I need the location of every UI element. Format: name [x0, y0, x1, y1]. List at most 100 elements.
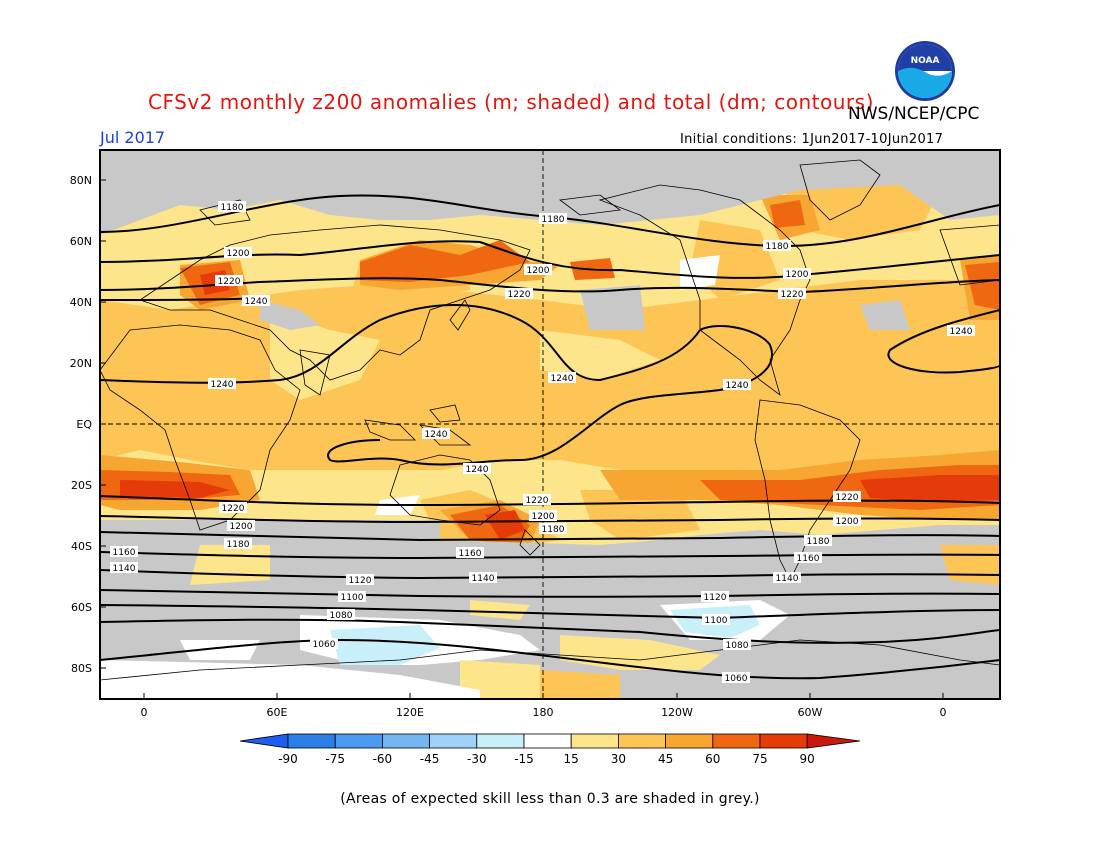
colorbar-tick-label: 60	[705, 752, 720, 766]
contour-label: 1180	[542, 215, 565, 225]
colorbar-tick-label: 45	[658, 752, 673, 766]
contour-label: 1080	[330, 611, 353, 621]
footnote: (Areas of expected skill less than 0.3 a…	[340, 791, 760, 807]
lat-tick-label: EQ	[76, 418, 92, 431]
lon-tick-label: 0	[940, 706, 947, 719]
contour-label: 1220	[222, 504, 245, 514]
lat-tick-label: 40S	[71, 540, 92, 553]
colorbar-tick-label: 30	[611, 752, 626, 766]
contour-label-bg	[110, 562, 138, 573]
contour-label: 1100	[705, 616, 728, 626]
agency-label: NWS/NCEP/CPC	[848, 104, 980, 124]
anomaly-90	[120, 270, 1000, 540]
contour-label: 1240	[245, 297, 268, 307]
contour-label: 1140	[776, 574, 799, 584]
contour-1080	[100, 618, 1000, 644]
colorbar-tick-label: 15	[564, 752, 579, 766]
colorbar-swatch	[523, 733, 572, 749]
colorbar: -90 -75 -60 -45 -30 -15 15 30 45 60 75 90	[239, 733, 861, 766]
contour-1140-south	[100, 569, 1000, 580]
contour-label: 1220	[218, 277, 241, 287]
contour-label-bg	[338, 591, 366, 602]
contour-label-bg	[219, 502, 247, 513]
contour-1200-south	[100, 515, 1000, 524]
contour-1120	[100, 589, 1000, 598]
contour-label: 1200	[227, 249, 250, 259]
colorbar-swatch	[712, 733, 761, 749]
contour-1220-south	[100, 495, 1000, 507]
contour-label-bg	[539, 523, 567, 534]
height-contours	[100, 194, 1000, 680]
contour-1240-asia	[100, 304, 773, 466]
colorbar-tick-label: -30	[467, 752, 487, 766]
contour-1200-north	[100, 240, 1000, 279]
colorbar-swatch	[665, 733, 714, 749]
contour-label-bg	[218, 201, 246, 212]
contour-1180-south	[100, 531, 1000, 542]
lon-tick-label: 60E	[267, 706, 288, 719]
contour-label: 1240	[726, 381, 749, 391]
contour-label: 1180	[542, 525, 565, 535]
contour-1240-atlantic	[887, 309, 1000, 374]
contour-label-bg	[227, 520, 255, 531]
contour-label-bg	[763, 240, 791, 251]
contour-label-bg	[804, 535, 832, 546]
forecast-month: Jul 2017	[100, 128, 166, 147]
contour-label-bg	[524, 264, 552, 275]
lat-tick-label: 80S	[71, 662, 92, 675]
contour-label-bg	[422, 428, 450, 439]
contour-label: 1140	[472, 574, 495, 584]
lat-tick-label: 60N	[70, 235, 92, 248]
colorbar-swatch	[476, 733, 525, 749]
contour-label-bg	[723, 379, 751, 390]
contour-1100	[100, 604, 1000, 620]
colorbar-tick-label: -90	[278, 752, 298, 766]
contour-label-bg	[702, 614, 730, 625]
contour-label: 1240	[425, 430, 448, 440]
lat-tick-label: 20S	[71, 479, 92, 492]
contour-label-bg	[242, 295, 270, 306]
contour-label: 1120	[349, 576, 372, 586]
colorbar-tick-label: -45	[420, 752, 440, 766]
contour-label-bg	[224, 538, 252, 549]
contour-label-bg	[523, 494, 551, 505]
lon-tick-label: 120E	[396, 706, 424, 719]
colorbar-tick-label: -15	[514, 752, 534, 766]
contour-labels: 1180 1180 1200 1220 1240 1200 1220 1180 1200 1220…	[110, 201, 975, 684]
contour-label: 1080	[726, 641, 749, 651]
contour-label-bg	[505, 288, 533, 299]
contour-label-bg	[215, 275, 243, 286]
contour-label: 1200	[836, 517, 859, 527]
lat-tick-label: 80N	[70, 174, 92, 187]
latitude-axis: 80N 60N 40N 20N EQ 20S 40S 60S 80S	[70, 174, 106, 675]
contour-label: 1060	[725, 674, 748, 684]
contour-label: 1120	[704, 593, 727, 603]
contour-label: 1180	[766, 242, 789, 252]
contour-label-bg	[327, 609, 355, 620]
lon-tick-label: 0	[141, 706, 148, 719]
colorbar-tick-label: -75	[325, 752, 345, 766]
contour-label-bg	[529, 510, 557, 521]
contour-label-bg	[783, 268, 811, 279]
lat-tick-label: 60S	[71, 601, 92, 614]
contour-label: 1180	[807, 537, 830, 547]
colorbar-swatch	[618, 733, 667, 749]
contour-label-bg	[947, 325, 975, 336]
colorbar-swatch	[287, 733, 336, 749]
chart-title: CFSv2 monthly z200 anomalies (m; shaded)…	[148, 90, 874, 114]
lat-tick-label: 20N	[70, 357, 92, 370]
contour-label-bg	[701, 591, 729, 602]
colorbar-swatch	[429, 733, 478, 749]
contour-label: 1240	[551, 374, 574, 384]
lon-tick-label: 60W	[798, 706, 823, 719]
contour-label-bg	[548, 372, 576, 383]
contour-label-bg	[456, 547, 484, 558]
contour-label: 1160	[113, 548, 136, 558]
contour-label-bg	[463, 463, 491, 474]
longitude-axis: 0 60E 120E 180 120W 60W 0	[141, 693, 947, 719]
contour-label: 1100	[341, 593, 364, 603]
contour-label-bg	[208, 378, 236, 389]
contour-label-bg	[833, 491, 861, 502]
contour-label: 1200	[532, 512, 555, 522]
